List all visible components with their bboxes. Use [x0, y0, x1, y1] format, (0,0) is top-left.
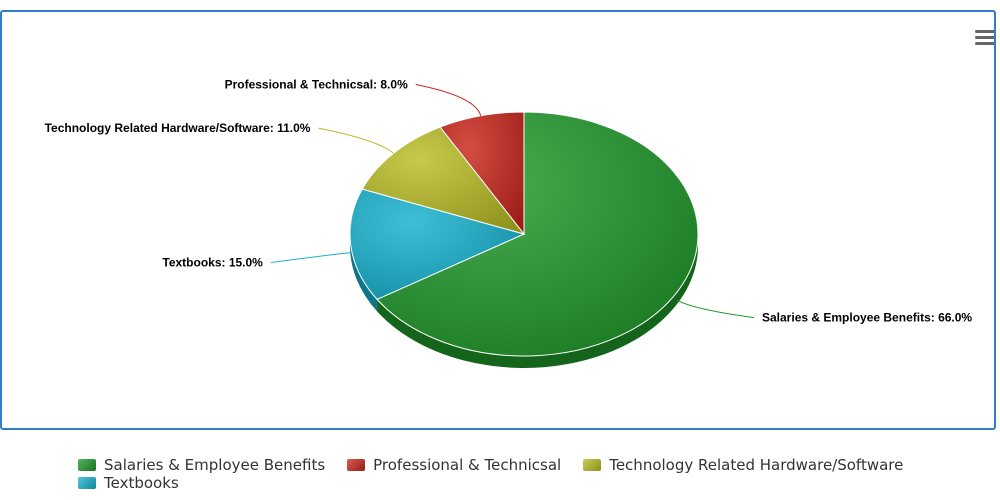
connector-salaries-employee-benefits [676, 299, 755, 319]
chart-container: Salaries & Employee Benefits: 66.0% Textb… [0, 10, 996, 430]
legend-item-textbooks[interactable]: Textbooks [78, 474, 179, 492]
hamburger-menu-icon[interactable] [968, 20, 994, 54]
legend-label: Professional & Technicsal [373, 456, 562, 474]
slice-labels-layer: Salaries & Employee Benefits: 66.0% Textb… [45, 77, 973, 324]
pie-slices-layer [349, 111, 699, 357]
slice-label-salaries-employee-benefits: Salaries & Employee Benefits: 66.0% [762, 311, 972, 325]
pie-slice-professional-technicsal[interactable] [439, 111, 525, 236]
legend-label: Textbooks [104, 474, 179, 492]
legend-item-salaries-employee-benefits[interactable]: Salaries & Employee Benefits [78, 456, 325, 474]
connector-technology-related-hardware-software [318, 127, 394, 154]
pie-slice-technology-related-hardware-software[interactable] [361, 126, 526, 235]
pie-slice-textbooks[interactable] [349, 188, 526, 300]
slice-label-technology-related-hardware-software: Technology Related Hardware/Software: 11… [45, 121, 311, 135]
label-connectors-layer [270, 83, 755, 319]
legend-swatch [78, 459, 96, 471]
pie-chart: Salaries & Employee Benefits: 66.0% Textb… [45, 77, 973, 368]
legend-item-technology-related-hardware-software[interactable]: Technology Related Hardware/Software [583, 456, 903, 474]
legend-item-professional-technicsal[interactable]: Professional & Technicsal [347, 456, 561, 474]
legend-label: Technology Related Hardware/Software [609, 456, 904, 474]
pie-slice-salaries-employee-benefits[interactable] [376, 111, 699, 357]
legend-swatch [347, 459, 366, 471]
connector-professional-technicsal [415, 83, 482, 116]
slice-label-professional-technicsal: Professional & Technicsal: 8.0% [225, 77, 409, 91]
legend-swatch [583, 459, 602, 471]
slice-label-textbooks: Textbooks: 15.0% [162, 256, 263, 270]
legend-label: Salaries & Employee Benefits [104, 456, 326, 474]
connector-textbooks [270, 252, 351, 264]
legend-swatch [78, 477, 96, 489]
chart-legend: Salaries & Employee Benefits Professional… [78, 456, 978, 492]
